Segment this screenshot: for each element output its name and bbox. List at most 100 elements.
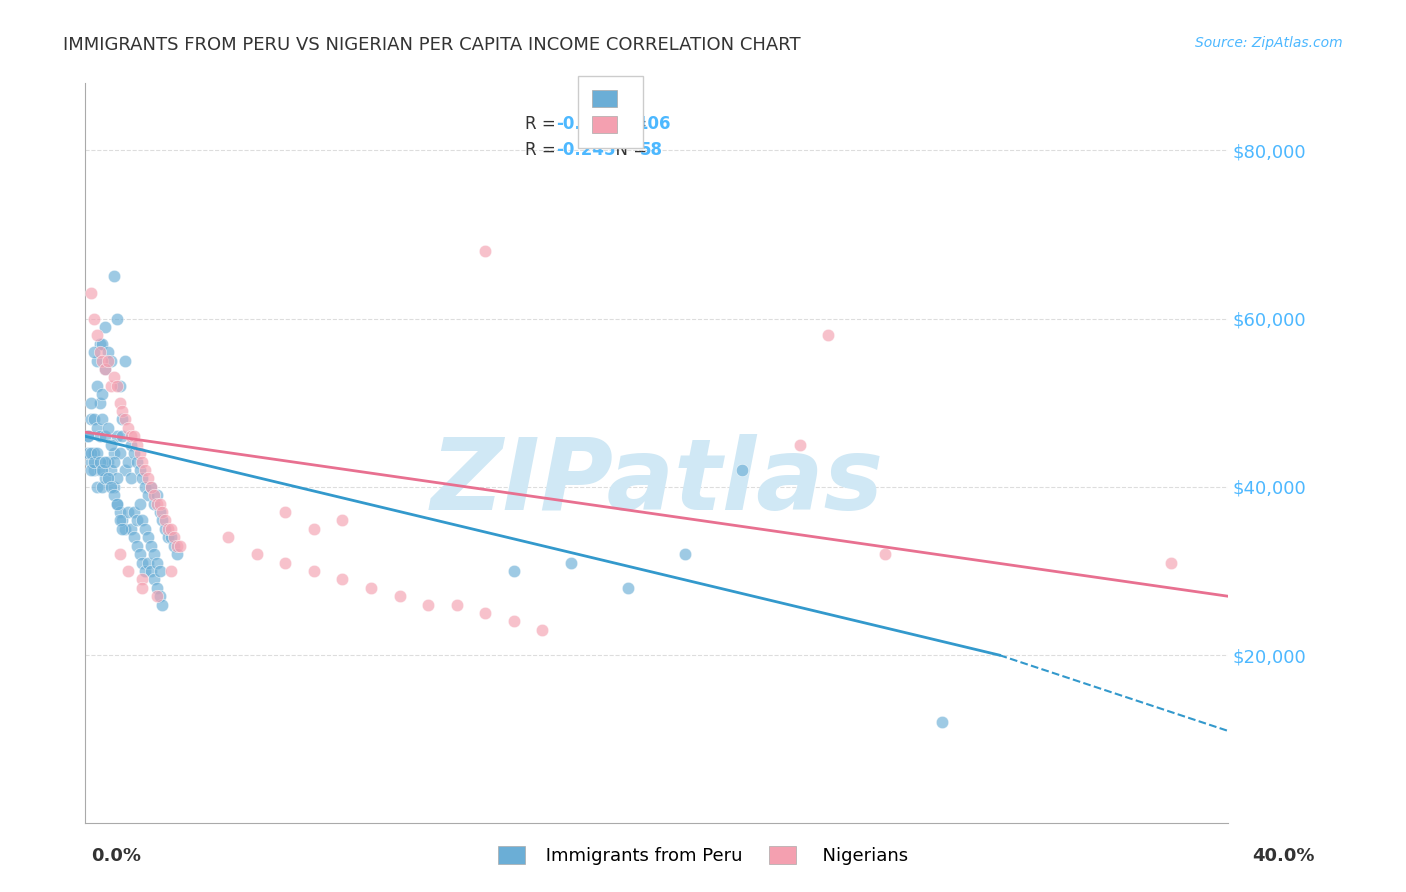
Immigrants from Peru bbox=[502, 564, 524, 578]
Nigerians bbox=[169, 539, 191, 553]
Immigrants from Peru bbox=[103, 480, 125, 494]
Immigrants from Peru bbox=[131, 556, 153, 570]
Nigerians bbox=[103, 370, 125, 384]
Nigerians bbox=[108, 395, 131, 409]
Nigerians bbox=[117, 564, 139, 578]
Text: Source: ZipAtlas.com: Source: ZipAtlas.com bbox=[1195, 36, 1343, 50]
Nigerians bbox=[502, 615, 524, 629]
Immigrants from Peru bbox=[155, 522, 177, 536]
Nigerians bbox=[89, 345, 111, 359]
Immigrants from Peru bbox=[148, 564, 170, 578]
Nigerians bbox=[817, 328, 839, 343]
Nigerians bbox=[302, 522, 325, 536]
Nigerians bbox=[111, 404, 134, 418]
Nigerians bbox=[139, 480, 162, 494]
Immigrants from Peru bbox=[560, 556, 582, 570]
Immigrants from Peru bbox=[117, 505, 139, 519]
Nigerians bbox=[83, 311, 105, 326]
Immigrants from Peru bbox=[122, 446, 145, 460]
Immigrants from Peru bbox=[77, 446, 100, 460]
Immigrants from Peru bbox=[673, 547, 696, 561]
Nigerians bbox=[148, 497, 170, 511]
Immigrants from Peru bbox=[111, 412, 134, 426]
Nigerians bbox=[302, 564, 325, 578]
Immigrants from Peru bbox=[108, 514, 131, 528]
Nigerians bbox=[145, 589, 167, 603]
Immigrants from Peru bbox=[89, 395, 111, 409]
Immigrants from Peru bbox=[86, 480, 108, 494]
Immigrants from Peru bbox=[77, 429, 100, 443]
Immigrants from Peru bbox=[142, 497, 165, 511]
Immigrants from Peru bbox=[111, 522, 134, 536]
Nigerians bbox=[875, 547, 897, 561]
Nigerians bbox=[131, 454, 153, 468]
Nigerians bbox=[474, 244, 496, 259]
Nigerians bbox=[80, 286, 103, 301]
Nigerians bbox=[360, 581, 382, 595]
Text: N =: N = bbox=[605, 114, 652, 133]
Immigrants from Peru bbox=[94, 429, 117, 443]
Nigerians bbox=[131, 573, 153, 587]
Immigrants from Peru bbox=[91, 387, 114, 401]
Nigerians bbox=[531, 623, 554, 637]
Immigrants from Peru bbox=[80, 446, 103, 460]
Immigrants from Peru bbox=[163, 539, 186, 553]
Immigrants from Peru bbox=[103, 446, 125, 460]
Immigrants from Peru bbox=[77, 429, 100, 443]
Immigrants from Peru bbox=[89, 429, 111, 443]
Immigrants from Peru bbox=[139, 480, 162, 494]
Nigerians bbox=[274, 505, 297, 519]
Nigerians bbox=[86, 328, 108, 343]
Immigrants from Peru bbox=[91, 463, 114, 477]
Immigrants from Peru bbox=[136, 530, 159, 544]
Immigrants from Peru bbox=[103, 488, 125, 502]
Immigrants from Peru bbox=[91, 480, 114, 494]
Nigerians bbox=[131, 581, 153, 595]
Immigrants from Peru bbox=[122, 530, 145, 544]
Nigerians bbox=[145, 497, 167, 511]
Immigrants from Peru bbox=[97, 421, 120, 435]
Immigrants from Peru bbox=[97, 345, 120, 359]
Immigrants from Peru bbox=[86, 421, 108, 435]
Immigrants from Peru bbox=[148, 589, 170, 603]
Nigerians bbox=[155, 514, 177, 528]
Immigrants from Peru bbox=[108, 505, 131, 519]
Immigrants from Peru bbox=[131, 514, 153, 528]
Nigerians bbox=[388, 589, 411, 603]
Immigrants from Peru bbox=[89, 463, 111, 477]
Nigerians bbox=[114, 412, 136, 426]
Text: 40.0%: 40.0% bbox=[1253, 847, 1315, 865]
Immigrants from Peru bbox=[139, 539, 162, 553]
Immigrants from Peru bbox=[125, 514, 148, 528]
Nigerians bbox=[157, 522, 180, 536]
Immigrants from Peru bbox=[100, 353, 122, 368]
Nigerians bbox=[217, 530, 239, 544]
Text: 58: 58 bbox=[640, 141, 662, 159]
Nigerians bbox=[163, 530, 186, 544]
Text: 0.0%: 0.0% bbox=[91, 847, 142, 865]
Immigrants from Peru bbox=[120, 438, 142, 452]
Immigrants from Peru bbox=[80, 395, 103, 409]
Immigrants from Peru bbox=[160, 530, 183, 544]
Nigerians bbox=[91, 353, 114, 368]
Immigrants from Peru bbox=[131, 471, 153, 485]
Immigrants from Peru bbox=[108, 379, 131, 393]
Immigrants from Peru bbox=[105, 429, 128, 443]
Immigrants from Peru bbox=[148, 505, 170, 519]
Immigrants from Peru bbox=[145, 556, 167, 570]
Immigrants from Peru bbox=[94, 362, 117, 376]
Immigrants from Peru bbox=[136, 556, 159, 570]
Text: ZIPatlas: ZIPatlas bbox=[430, 434, 883, 532]
Immigrants from Peru bbox=[139, 564, 162, 578]
Immigrants from Peru bbox=[134, 480, 156, 494]
Nigerians bbox=[125, 438, 148, 452]
Nigerians bbox=[97, 353, 120, 368]
Immigrants from Peru bbox=[83, 454, 105, 468]
Immigrants from Peru bbox=[108, 446, 131, 460]
Immigrants from Peru bbox=[142, 573, 165, 587]
Immigrants from Peru bbox=[97, 454, 120, 468]
Immigrants from Peru bbox=[83, 446, 105, 460]
Nigerians bbox=[789, 438, 811, 452]
Text: R =: R = bbox=[526, 114, 561, 133]
Immigrants from Peru bbox=[103, 269, 125, 284]
